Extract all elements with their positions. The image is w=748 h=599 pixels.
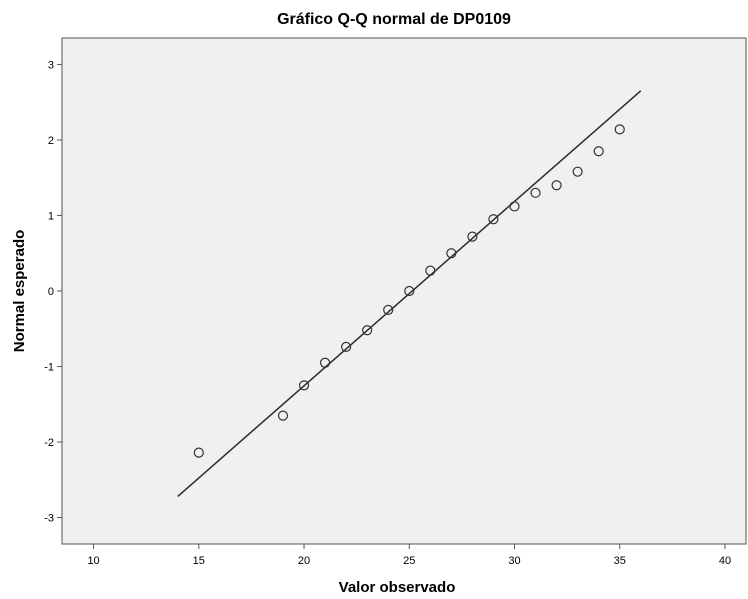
x-axis-title: Valor observado	[339, 579, 456, 596]
data-point	[551, 180, 562, 191]
y-tick-label: 2	[48, 135, 54, 147]
data-point	[404, 285, 415, 297]
y-tick-label: 3	[48, 59, 54, 71]
data-point	[341, 341, 352, 352]
data-point	[383, 304, 394, 315]
data-point	[593, 146, 604, 157]
data-point	[298, 380, 310, 391]
y-tick-label: 0	[48, 286, 54, 298]
data-point	[530, 187, 541, 198]
data-point	[319, 357, 331, 368]
data-point	[614, 124, 625, 135]
data-point	[446, 248, 457, 259]
y-tick-label: -2	[44, 437, 54, 449]
data-point	[467, 231, 478, 242]
y-axis-title: Normal esperado	[11, 230, 28, 353]
chart-title: Gráfico Q-Q normal de DP0109	[277, 11, 511, 28]
reference-line	[177, 90, 642, 497]
data-point	[277, 410, 289, 421]
y-tick-label: 1	[48, 210, 54, 222]
data-point	[193, 447, 204, 458]
x-tick-label: 30	[508, 555, 520, 567]
data-point	[425, 265, 436, 276]
x-tick-label: 40	[719, 555, 731, 567]
plot-area	[61, 37, 747, 545]
data-points	[193, 124, 625, 458]
x-tick-label: 35	[614, 555, 626, 567]
x-tick-label: 15	[193, 555, 205, 567]
data-point	[362, 325, 373, 336]
y-tick-label: -1	[44, 362, 54, 374]
x-tick-label: 10	[87, 555, 99, 567]
y-axis: -3 -2 -1 0 1 2 3	[44, 59, 62, 525]
x-axis: 10 15 20 25 30 35 40	[87, 544, 731, 567]
data-point	[572, 166, 583, 177]
data-point	[509, 201, 520, 212]
x-tick-label: 20	[298, 555, 310, 567]
y-tick-label: -3	[44, 513, 54, 525]
x-tick-label: 25	[403, 555, 415, 567]
data-point	[488, 214, 499, 225]
